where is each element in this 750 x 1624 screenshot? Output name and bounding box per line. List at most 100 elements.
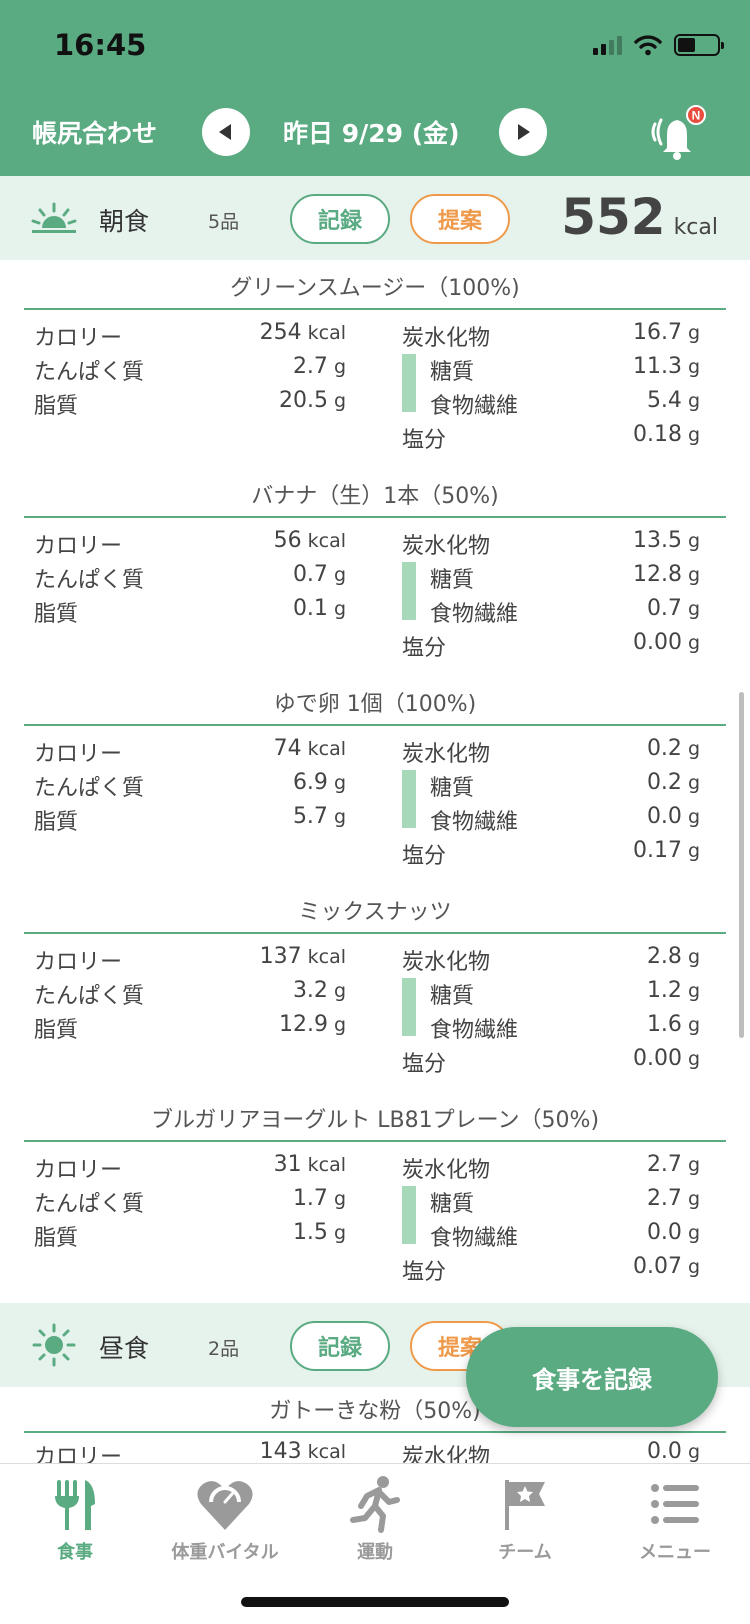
- food-item[interactable]: バナナ（生）1本（50%) カロリー 56 kcal たんぱく質 0.7 g 脂質 …: [24, 472, 726, 668]
- fiber-value: 1.6 g: [646, 1012, 700, 1037]
- fiber-label: 食物繊維: [430, 394, 519, 419]
- flag-star-icon: [505, 1480, 545, 1530]
- record-meal-button[interactable]: 食事を記録: [466, 1327, 718, 1427]
- status-icons: [593, 32, 724, 58]
- salt-value: 0.00 g: [632, 1046, 700, 1071]
- carbs-label: 炭水化物: [402, 742, 491, 767]
- next-day-button[interactable]: [499, 108, 547, 156]
- salt-label: 塩分: [402, 428, 447, 453]
- sugar-value: 1.2 g: [646, 978, 700, 1003]
- app-header: 16:45 帳尻合わせ 昨日 9/29 (金) N: [0, 0, 750, 176]
- sugar-label: 糖質: [430, 1192, 475, 1217]
- salt-label: 塩分: [402, 1052, 447, 1077]
- salt-value: 0.00 g: [632, 630, 700, 655]
- menu-list-icon: [651, 1484, 699, 1524]
- fat-label: 脂質: [34, 394, 79, 419]
- carbs-label: 炭水化物: [402, 1158, 491, 1183]
- notification-bell-icon[interactable]: N: [645, 104, 709, 164]
- tab-meals[interactable]: 食事: [0, 1472, 150, 1564]
- meal-total-kcal: 552 kcal: [561, 188, 718, 246]
- carb-breakdown-bar: [402, 562, 416, 620]
- salt-label: 塩分: [402, 844, 447, 869]
- fiber-label: 食物繊維: [430, 602, 519, 627]
- food-title: バナナ（生）1本（50%): [24, 472, 726, 518]
- carb-breakdown-bar: [402, 354, 416, 412]
- salt-value: 0.18 g: [632, 422, 700, 447]
- calories-value: 56 kcal: [273, 528, 346, 553]
- food-item[interactable]: ミックスナッツ カロリー 137 kcal たんぱく質 3.2 g 脂質 12.9 g…: [24, 888, 726, 1084]
- tab-exercise[interactable]: 運動: [300, 1472, 450, 1564]
- sugar-value: 11.3 g: [632, 354, 700, 379]
- carbs-label: 炭水化物: [402, 326, 491, 351]
- runner-icon: [350, 1476, 400, 1533]
- fiber-label: 食物繊維: [430, 1018, 519, 1043]
- meal-item-count: 5品: [208, 211, 240, 233]
- calories-value: 31 kcal: [273, 1152, 346, 1177]
- food-item[interactable]: ガトーきな粉（50%) カロリー 143 kcal 炭水化物 0.0 g: [24, 1387, 726, 1463]
- calories-value: 254 kcal: [259, 320, 346, 345]
- food-title: ゆで卵 1個（100%): [24, 680, 726, 726]
- food-title: ミックスナッツ: [24, 888, 726, 934]
- triangle-left-icon: [219, 124, 231, 140]
- sugar-label: 糖質: [430, 568, 475, 593]
- protein-value: 0.7 g: [292, 562, 346, 587]
- sugar-label: 糖質: [430, 360, 475, 385]
- tab-label: 運動: [357, 1542, 393, 1563]
- protein-value: 3.2 g: [292, 978, 346, 1003]
- record-button[interactable]: 記録: [290, 194, 390, 244]
- fat-value: 20.5 g: [278, 388, 346, 413]
- record-button[interactable]: 記録: [290, 1321, 390, 1371]
- salt-label: 塩分: [402, 1260, 447, 1285]
- cellular-signal-icon: [593, 35, 622, 55]
- protein-label: たんぱく質: [34, 1192, 145, 1217]
- fiber-value: 0.0 g: [646, 804, 700, 829]
- calories-value: 137 kcal: [259, 944, 346, 969]
- carbs-value: 2.8 g: [646, 944, 700, 969]
- sun-icon: [32, 1323, 76, 1367]
- tab-menu[interactable]: メニュー: [600, 1472, 750, 1564]
- calories-label: カロリー: [34, 1158, 123, 1183]
- calories-label: カロリー: [34, 950, 123, 975]
- calories-value: 143 kcal: [259, 1439, 346, 1463]
- tab-team[interactable]: チーム: [450, 1472, 600, 1564]
- tab-weight-vitals[interactable]: 体重バイタル: [150, 1472, 300, 1564]
- previous-day-button[interactable]: [202, 108, 250, 156]
- home-indicator[interactable]: [241, 1597, 509, 1607]
- salt-value: 0.17 g: [632, 838, 700, 863]
- balance-adjust-link[interactable]: 帳尻合わせ: [32, 119, 158, 148]
- calories-label: カロリー: [34, 326, 123, 351]
- fiber-label: 食物繊維: [430, 810, 519, 835]
- battery-icon: [674, 34, 724, 56]
- tab-label: 食事: [57, 1542, 93, 1563]
- tab-label: チーム: [498, 1542, 552, 1563]
- meal-name: 昼食: [99, 1334, 150, 1363]
- calories-label: カロリー: [34, 742, 123, 767]
- tab-label: メニュー: [639, 1542, 711, 1563]
- meal-item-count: 2品: [208, 1338, 240, 1360]
- food-item[interactable]: ゆで卵 1個（100%) カロリー 74 kcal たんぱく質 6.9 g 脂質 5…: [24, 680, 726, 876]
- calories-label: カロリー: [34, 1445, 123, 1463]
- fat-value: 0.1 g: [292, 596, 346, 621]
- notification-badge: N: [692, 109, 701, 123]
- sunrise-icon: [31, 202, 77, 233]
- fat-value: 1.5 g: [292, 1220, 346, 1245]
- protein-value: 2.7 g: [292, 354, 346, 379]
- status-time: 16:45: [54, 28, 147, 62]
- calories-value: 74 kcal: [273, 736, 346, 761]
- protein-label: たんぱく質: [34, 568, 145, 593]
- protein-value: 6.9 g: [292, 770, 346, 795]
- suggest-button[interactable]: 提案: [410, 194, 510, 244]
- date-title: 昨日 9/29 (金): [283, 119, 460, 148]
- carb-breakdown-bar: [402, 978, 416, 1036]
- sugar-label: 糖質: [430, 776, 475, 801]
- sugar-value: 12.8 g: [632, 562, 700, 587]
- food-item[interactable]: ブルガリアヨーグルト LB81プレーン（50%) カロリー 31 kcal たんぱ…: [24, 1096, 726, 1292]
- fiber-label: 食物繊維: [430, 1226, 519, 1251]
- food-item[interactable]: グリーンスムージー（100%) カロリー 254 kcal たんぱく質 2.7 g …: [24, 264, 726, 460]
- fiber-value: 5.4 g: [646, 388, 700, 413]
- protein-label: たんぱく質: [34, 360, 145, 385]
- food-title: ブルガリアヨーグルト LB81プレーン（50%): [24, 1096, 726, 1142]
- food-title: グリーンスムージー（100%): [24, 264, 726, 310]
- meal-name: 朝食: [99, 207, 150, 236]
- scroll-indicator[interactable]: [739, 692, 744, 1038]
